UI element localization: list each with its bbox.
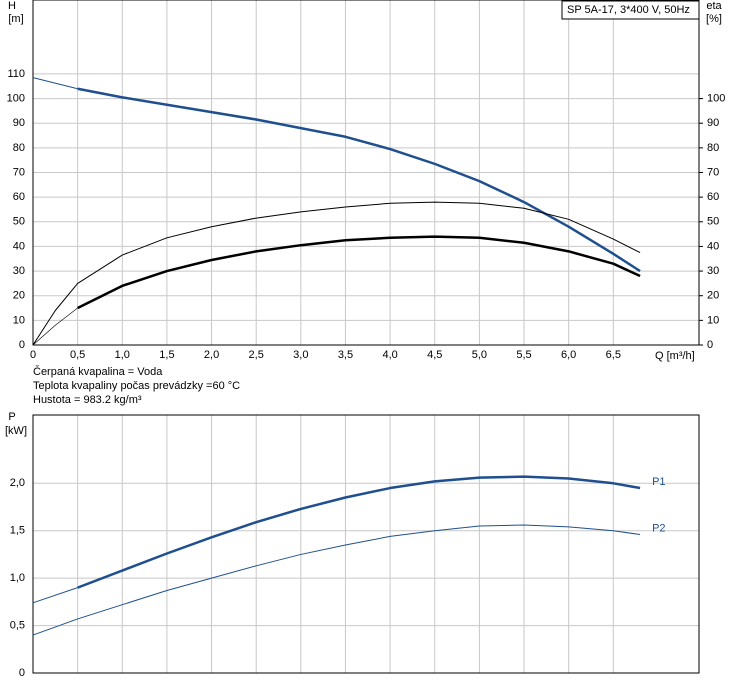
y-tick-label: 90	[13, 117, 25, 129]
y2-axis-unit: [%]	[706, 13, 722, 25]
x-tick-label: 2,5	[249, 349, 264, 361]
note: Čerpaná kvapalina = Voda	[33, 365, 163, 378]
plot-layer: 0 0,5 1,0 1,5 2,0 2,5 3,0 3,5 4,0 4,5 5,0 5,5 6,0 6,5…	[7, 0, 725, 679]
y-axis-unit: [m]	[8, 13, 23, 25]
x-tick-label: 5,5	[516, 349, 531, 361]
y-tick-label: 1,0	[10, 572, 25, 584]
x-tick-label: 1,0	[115, 349, 130, 361]
x-tick-label: 1,5	[159, 349, 174, 361]
y-tick-label: 110	[7, 68, 25, 80]
y2-tick-label: 80	[707, 142, 719, 154]
curve	[32, 587, 78, 604]
y-axis-label: H	[8, 0, 16, 12]
y-tick-label: 80	[13, 142, 25, 154]
y-tick-label: 1,5	[10, 525, 25, 537]
x-tick-label: 0	[30, 349, 36, 361]
y-tick-label: 60	[13, 191, 25, 203]
plot-frame	[32, 0, 700, 346]
x-tick-label: 4,5	[427, 349, 442, 361]
curve	[77, 475, 641, 589]
x-tick-label: 4,0	[382, 349, 397, 361]
x-tick-label: 0,5	[70, 349, 85, 361]
curve	[32, 307, 78, 346]
curve	[32, 201, 641, 346]
y2-axis-label: eta	[706, 0, 722, 12]
y-tick-label: 10	[13, 314, 25, 326]
y2-tick-label: 50	[707, 216, 719, 228]
y-tick-label: 100	[7, 92, 25, 104]
y-tick-label: 20	[13, 290, 25, 302]
y-tick-label: 40	[13, 240, 25, 252]
plot-frame	[32, 414, 700, 674]
note: Teplota kvapaliny počas prevádzky =60 °C	[33, 380, 240, 392]
y2-tick-label: 10	[707, 314, 719, 326]
y2-tick-label: 60	[707, 191, 719, 203]
y2-tick-label: 30	[707, 265, 719, 277]
y-tick-label: 0	[19, 667, 25, 679]
x-tick-label: 5,0	[472, 349, 487, 361]
y-tick-label: 30	[13, 265, 25, 277]
curve	[32, 524, 641, 636]
x-tick-label: 3,5	[338, 349, 353, 361]
y-axis-label: P	[8, 411, 15, 423]
y2-tick-label: 100	[707, 92, 725, 104]
x-tick-label: 2,0	[204, 349, 219, 361]
y2-tick-label: 40	[707, 240, 719, 252]
y-tick-label: 70	[13, 166, 25, 178]
y2-tick-label: 20	[707, 290, 719, 302]
note: Hustota = 983.2 kg/m³	[33, 394, 142, 406]
model-box	[561, 0, 700, 20]
x-tick-label: 3,0	[293, 349, 308, 361]
y-axis-unit: [kW]	[5, 425, 27, 437]
curve	[32, 77, 78, 90]
y2-tick-label: 0	[707, 339, 713, 351]
x-axis-label: Q [m³/h]	[655, 350, 695, 362]
curve	[77, 87, 641, 273]
y-tick-label: 50	[13, 216, 25, 228]
curve-label: P2	[652, 522, 665, 534]
curve	[77, 235, 641, 310]
x-tick-label: 6,0	[561, 349, 576, 361]
x-tick-label: 6,5	[606, 349, 621, 361]
y-tick-label: 0	[19, 339, 25, 351]
y2-tick-label: 70	[707, 166, 719, 178]
y2-tick-label: 90	[707, 117, 719, 129]
y-tick-label: 0,5	[10, 619, 25, 631]
curve-label: P1	[652, 476, 665, 488]
y-tick-label: 2,0	[10, 477, 25, 489]
model-label: SP 5A-17, 3*400 V, 50Hz	[567, 4, 690, 16]
